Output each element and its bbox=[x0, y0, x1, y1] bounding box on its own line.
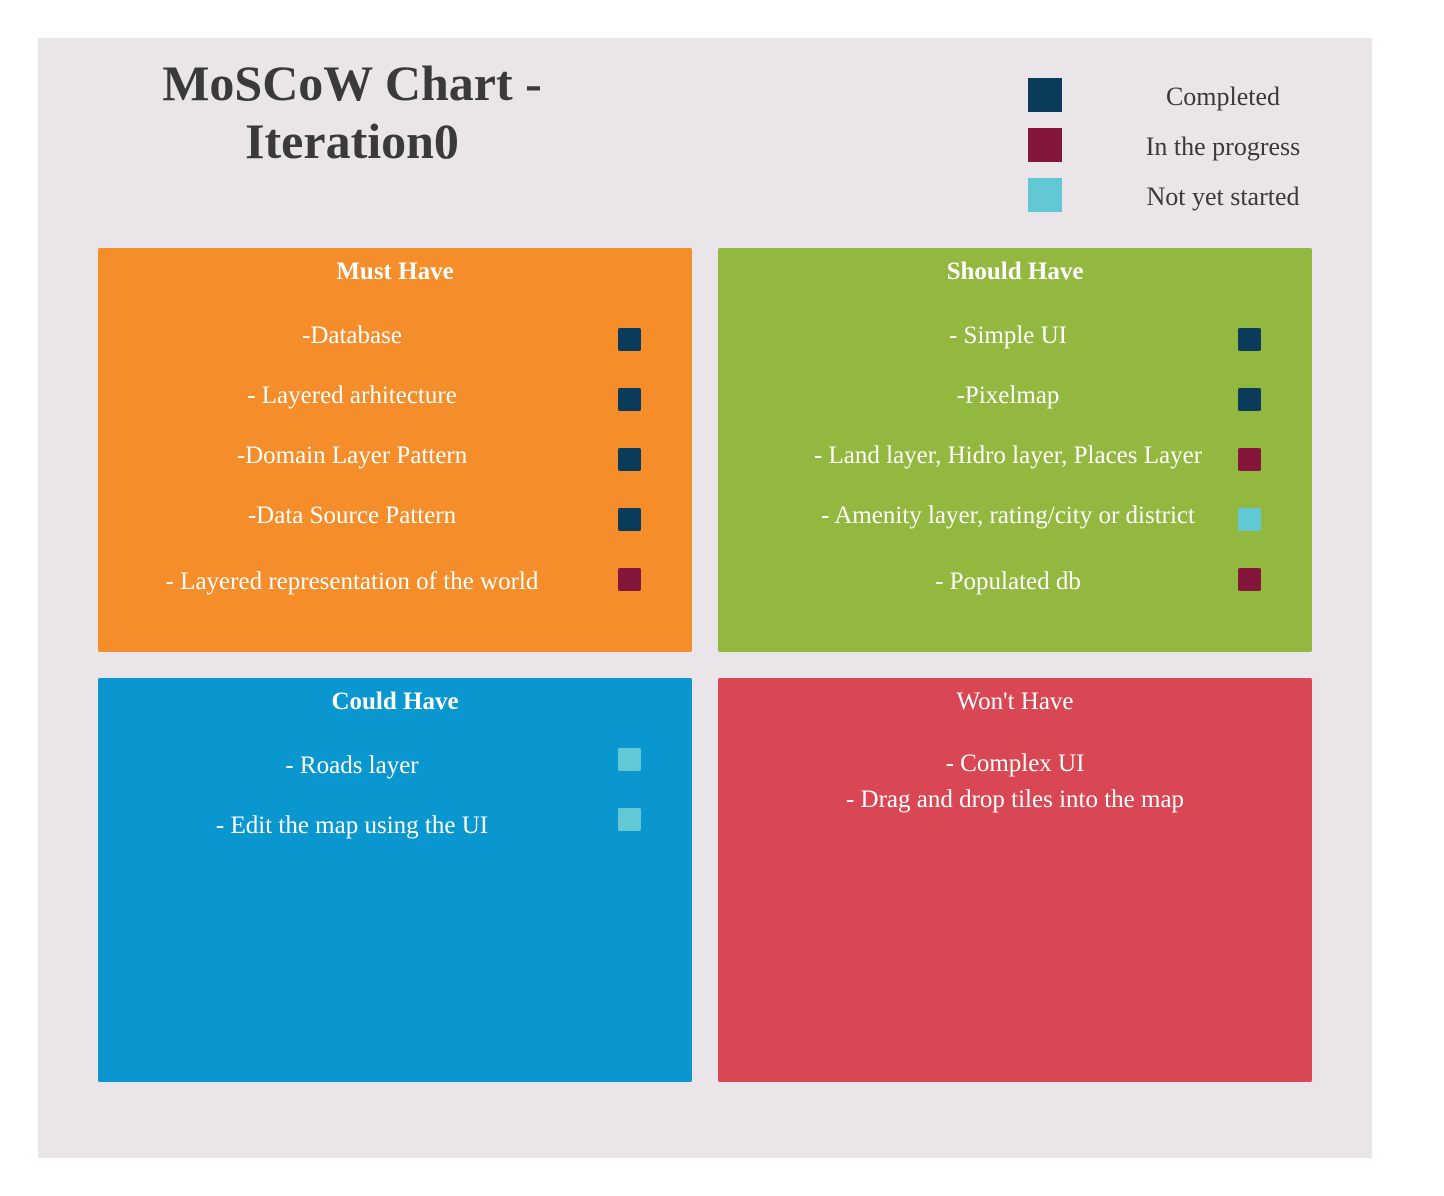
quadrant-must-have: Must Have -Database - Layered arhitectur… bbox=[98, 248, 692, 652]
should-item-5-status bbox=[1238, 568, 1261, 591]
legend-swatch-not-started bbox=[1028, 178, 1062, 212]
could-item-2-status bbox=[618, 808, 641, 831]
must-item-3-text: -Domain Layer Pattern bbox=[236, 442, 468, 469]
should-item-2: -Pixelmap bbox=[718, 382, 1312, 422]
must-item-5-text: - Layered representation of the world bbox=[165, 568, 539, 595]
could-item-2-text: - Edit the map using the UI bbox=[215, 812, 489, 839]
legend-label-in-progress: In the progress bbox=[1145, 132, 1301, 161]
must-item-5-status bbox=[618, 568, 641, 591]
chart-title: MoSCoW Chart - Iteration0 bbox=[160, 54, 544, 170]
must-item-1-text: -Database bbox=[302, 322, 402, 349]
quadrant-title-must-have: Must Have bbox=[336, 258, 454, 285]
must-item-2: - Layered arhitecture bbox=[98, 382, 692, 422]
chart-title-line-1: MoSCoW Chart - bbox=[162, 55, 542, 111]
chart-title-line-2: Iteration0 bbox=[245, 113, 459, 169]
quadrant-could-have: Could Have - Roads layer - Edit the map … bbox=[98, 678, 692, 1082]
should-item-3-text: - Land layer, Hidro layer, Places Layer bbox=[813, 442, 1203, 469]
wont-item-1-text: - Complex UI bbox=[945, 750, 1085, 777]
should-item-2-status bbox=[1238, 388, 1261, 411]
quadrant-title-could-have: Could Have bbox=[331, 688, 459, 715]
should-item-1-text: - Simple UI bbox=[948, 322, 1068, 349]
must-item-2-text: - Layered arhitecture bbox=[247, 382, 457, 409]
legend-label-completed: Completed bbox=[1165, 82, 1281, 111]
could-item-2: - Edit the map using the UI bbox=[98, 808, 692, 852]
should-item-3-status bbox=[1238, 448, 1261, 471]
should-item-5: - Populated db bbox=[718, 568, 1312, 608]
must-item-1: -Database bbox=[98, 322, 692, 362]
should-item-1-status bbox=[1238, 328, 1261, 351]
must-item-4-status bbox=[618, 508, 641, 531]
must-item-2-status bbox=[618, 388, 641, 411]
wont-item-2-text: - Drag and drop tiles into the map bbox=[845, 786, 1185, 813]
must-item-3-status bbox=[618, 448, 641, 471]
quadrant-wont-have: Won't Have - Complex UI - Drag and drop … bbox=[718, 678, 1312, 1082]
legend-swatch-in-progress bbox=[1028, 128, 1062, 162]
should-item-2-text: -Pixelmap bbox=[956, 382, 1060, 409]
could-item-1-status bbox=[618, 748, 641, 771]
must-item-3: -Domain Layer Pattern bbox=[98, 442, 692, 482]
must-item-4-text: -Data Source Pattern bbox=[247, 502, 457, 529]
quadrant-title-should-have: Should Have bbox=[946, 258, 1084, 285]
could-item-1-text: - Roads layer bbox=[285, 752, 419, 779]
legend-completed: Completed bbox=[1028, 78, 1328, 112]
must-item-5: - Layered representation of the world bbox=[98, 568, 692, 608]
should-item-4-status bbox=[1238, 508, 1261, 531]
quadrant-should-have: Should Have - Simple UI -Pixelmap - Land… bbox=[718, 248, 1312, 652]
should-item-5-text: - Populated db bbox=[935, 568, 1081, 595]
must-item-1-status bbox=[618, 328, 641, 351]
should-item-1: - Simple UI bbox=[718, 322, 1312, 362]
could-item-1: - Roads layer bbox=[98, 748, 692, 792]
should-item-4-text: - Amenity layer, rating/city or district bbox=[821, 502, 1195, 529]
should-item-3: - Land layer, Hidro layer, Places Layer bbox=[718, 442, 1312, 482]
legend-label-not-started: Not yet started bbox=[1146, 182, 1300, 211]
should-item-4: - Amenity layer, rating/city or district bbox=[718, 502, 1312, 542]
must-item-4: -Data Source Pattern bbox=[98, 502, 692, 542]
legend-swatch-completed bbox=[1028, 78, 1062, 112]
legend-not-started: Not yet started bbox=[1028, 178, 1328, 212]
legend-in-progress: In the progress bbox=[1028, 128, 1328, 162]
quadrant-title-wont-have: Won't Have bbox=[956, 688, 1074, 715]
